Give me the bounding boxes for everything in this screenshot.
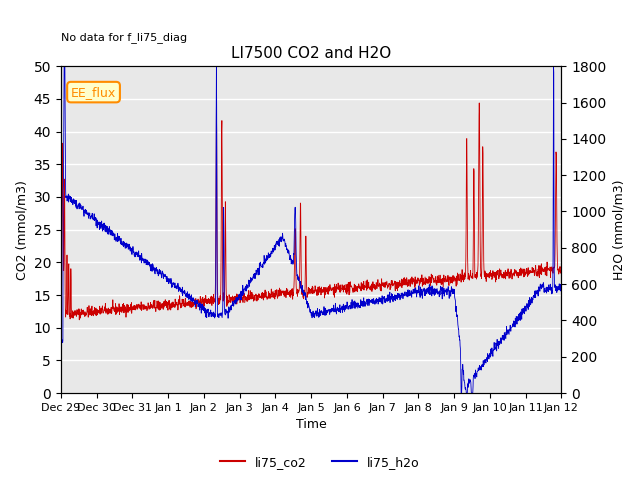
li75_h2o — [457, 390, 465, 396]
Text: EE_flux: EE_flux — [71, 85, 116, 98]
li75_co2 — [557, 264, 565, 270]
li75_h2o — [557, 288, 565, 294]
Y-axis label: CO2 (mmol/m3): CO2 (mmol/m3) — [15, 180, 28, 279]
Title: LI7500 CO2 and H2O: LI7500 CO2 and H2O — [231, 46, 391, 61]
li75_co2 — [339, 285, 346, 290]
li75_co2 — [511, 268, 519, 274]
li75_h2o — [511, 317, 519, 323]
li75_h2o — [433, 287, 440, 292]
Text: No data for f_li75_diag: No data for f_li75_diag — [61, 32, 187, 43]
li75_co2 — [497, 273, 505, 279]
li75_co2 — [285, 288, 293, 294]
li75_h2o — [557, 284, 565, 290]
li75_h2o — [60, 63, 68, 69]
li75_h2o — [497, 338, 505, 344]
li75_co2 — [57, 310, 65, 315]
Line: li75_h2o: li75_h2o — [61, 66, 561, 393]
li75_h2o — [285, 254, 293, 260]
Legend: li75_co2, li75_h2o: li75_co2, li75_h2o — [215, 451, 425, 474]
li75_co2 — [76, 317, 83, 323]
li75_h2o — [57, 338, 65, 344]
Line: li75_co2: li75_co2 — [61, 103, 561, 320]
li75_h2o — [339, 310, 346, 315]
Y-axis label: H2O (mmol/m3): H2O (mmol/m3) — [612, 180, 625, 280]
X-axis label: Time: Time — [296, 419, 326, 432]
li75_co2 — [433, 282, 440, 288]
li75_co2 — [557, 266, 565, 272]
li75_co2 — [476, 100, 483, 106]
